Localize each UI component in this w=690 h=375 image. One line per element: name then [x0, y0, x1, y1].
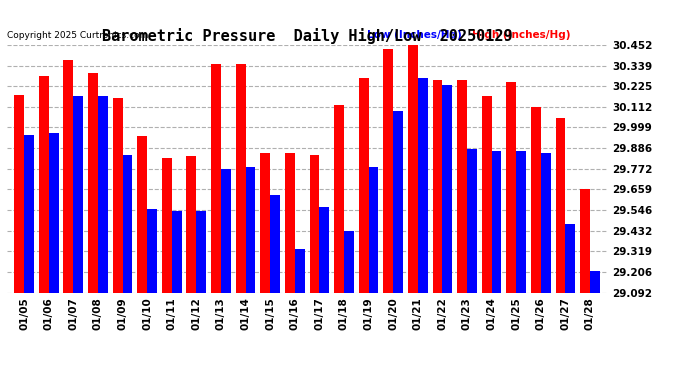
- Bar: [211, 64, 221, 292]
- Bar: [457, 80, 467, 292]
- Bar: [236, 64, 246, 292]
- Bar: [384, 49, 393, 292]
- Bar: [197, 211, 206, 292]
- Bar: [98, 96, 108, 292]
- Bar: [137, 136, 147, 292]
- Bar: [172, 211, 181, 292]
- Bar: [221, 169, 230, 292]
- Bar: [555, 118, 565, 292]
- Bar: [541, 153, 551, 292]
- Bar: [442, 86, 452, 292]
- Bar: [112, 98, 123, 292]
- Bar: [295, 249, 304, 292]
- Bar: [24, 135, 34, 292]
- Bar: [565, 224, 575, 292]
- Bar: [270, 195, 280, 292]
- Bar: [73, 96, 83, 292]
- Bar: [49, 133, 59, 292]
- Bar: [63, 60, 73, 292]
- Bar: [590, 271, 600, 292]
- Bar: [186, 156, 197, 292]
- Text: High (Inches/Hg): High (Inches/Hg): [472, 30, 571, 40]
- Bar: [334, 105, 344, 292]
- Text: Copyright 2025 Curtronics.com: Copyright 2025 Curtronics.com: [7, 31, 148, 40]
- Bar: [408, 44, 417, 292]
- Bar: [467, 149, 477, 292]
- Bar: [310, 154, 319, 292]
- Bar: [123, 154, 132, 292]
- Bar: [88, 73, 98, 292]
- Bar: [14, 94, 24, 292]
- Text: Low (Inches/Hg): Low (Inches/Hg): [367, 30, 462, 40]
- Bar: [39, 76, 49, 292]
- Bar: [368, 167, 378, 292]
- Title: Barometric Pressure  Daily High/Low  20250129: Barometric Pressure Daily High/Low 20250…: [101, 28, 513, 44]
- Bar: [580, 189, 590, 292]
- Bar: [319, 207, 329, 292]
- Bar: [506, 82, 516, 292]
- Bar: [260, 153, 270, 292]
- Bar: [147, 209, 157, 292]
- Bar: [482, 96, 491, 292]
- Bar: [516, 151, 526, 292]
- Bar: [531, 107, 541, 292]
- Bar: [246, 167, 255, 292]
- Bar: [162, 158, 172, 292]
- Bar: [491, 151, 502, 292]
- Bar: [393, 111, 403, 292]
- Bar: [417, 78, 428, 292]
- Bar: [344, 231, 354, 292]
- Bar: [433, 80, 442, 292]
- Bar: [359, 78, 368, 292]
- Bar: [285, 153, 295, 292]
